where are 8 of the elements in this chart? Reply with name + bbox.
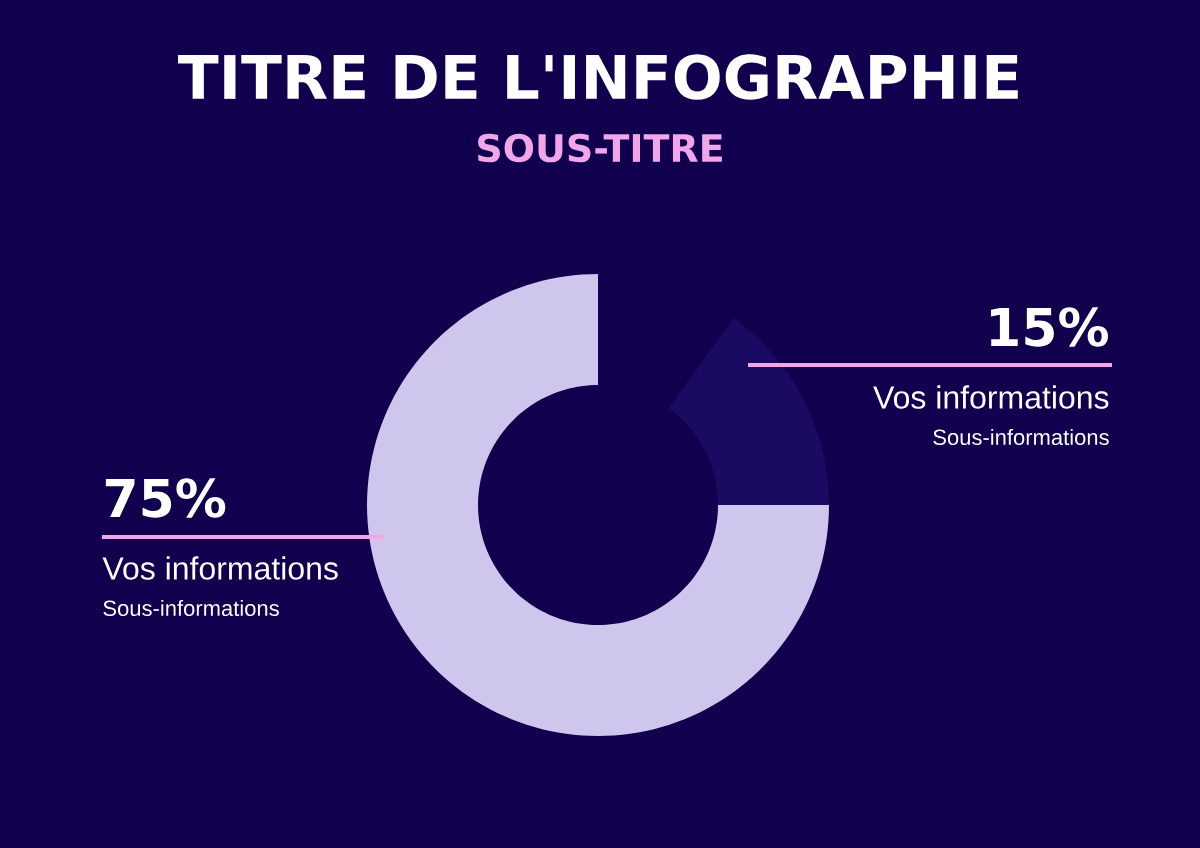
data-label: 75% bbox=[105, 478, 226, 518]
slice-label: Vos informations bbox=[873, 385, 1109, 409]
chart-title: TITRE DE L'INFOGRAPHIE bbox=[178, 54, 1018, 100]
data-label: 15% bbox=[991, 307, 1108, 347]
text: Sous-informations bbox=[103, 599, 279, 617]
slice-label: Vos informations bbox=[102, 556, 338, 580]
text: Sous-informations bbox=[933, 428, 1109, 446]
chart-subtitle: SOUS-TITRE bbox=[478, 133, 722, 163]
